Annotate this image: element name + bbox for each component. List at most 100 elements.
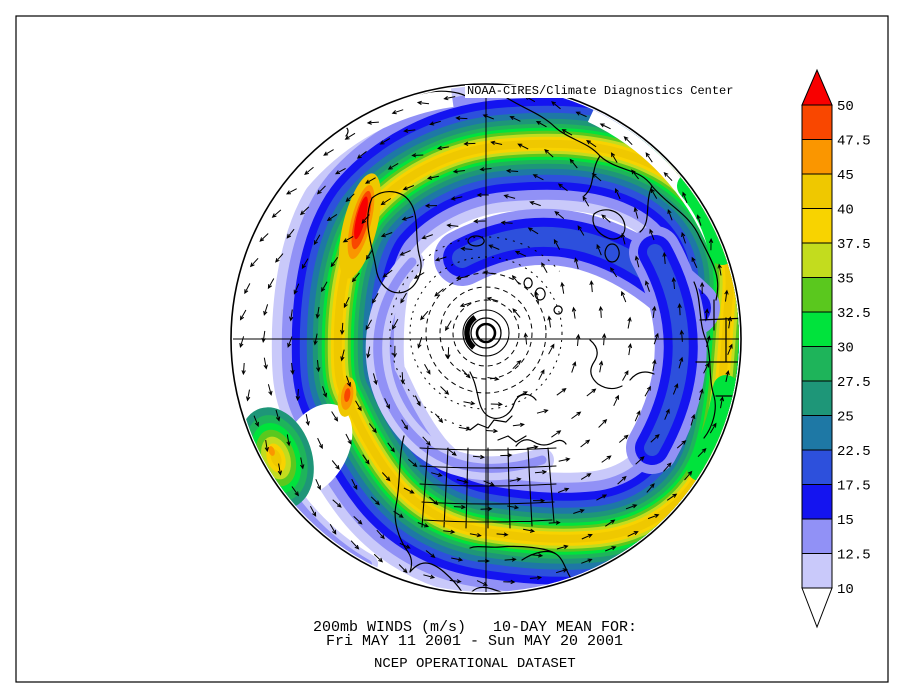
wind-arrow [463, 141, 476, 146]
wind-arrow [434, 288, 444, 297]
wind-arrow [681, 231, 686, 244]
wind-arrow [725, 369, 730, 383]
wind-arrow [511, 275, 520, 285]
wind-arrow [402, 185, 415, 191]
wind-arrow [620, 232, 626, 245]
wind-arrow [267, 384, 273, 396]
wind-arrow [343, 296, 350, 309]
wind-arrow [450, 196, 463, 201]
wind-arrow [582, 195, 590, 207]
wind-arrow [469, 532, 482, 538]
wind-arrow [461, 369, 471, 379]
wind-arrow [556, 388, 567, 396]
wind-arrow [345, 433, 352, 445]
wind-arrow [699, 281, 705, 295]
wind-arrow [299, 206, 310, 216]
wind-arrow [351, 478, 358, 491]
wind-arrow [362, 454, 370, 465]
wind-arrow [365, 249, 373, 260]
wind-arrow [496, 532, 509, 537]
wind-arrow [571, 411, 582, 420]
wind-arrow [548, 520, 561, 525]
wind-arrow [488, 244, 500, 250]
wind-arrow [662, 251, 667, 264]
wind-arrow [677, 303, 682, 316]
wind-arrow [598, 418, 608, 428]
wind-arrow [446, 347, 451, 360]
wind-arrow [666, 493, 678, 501]
wind-arrow [413, 272, 425, 279]
wind-arrow [487, 376, 500, 381]
attribution-text: NOAA-CIRES/Climate Diagnostics Center [465, 84, 736, 98]
wind-arrow [249, 257, 259, 268]
wind-arrow [645, 152, 653, 163]
calm-arc-upper-left [233, 86, 454, 310]
wind-arrow [286, 188, 297, 195]
wind-arrow [571, 361, 577, 373]
wind-arrow [610, 266, 618, 278]
wind-arrow [509, 116, 521, 122]
wind-arrow [340, 322, 345, 336]
wind-arrow [364, 177, 376, 184]
wind-arrow [523, 528, 536, 533]
coast-north-america-west [394, 435, 467, 592]
wind-arrow [372, 373, 378, 386]
wind-arrow [384, 398, 390, 410]
wind-arrow [625, 504, 638, 510]
wind-arrow [667, 208, 673, 221]
wind-arrow [241, 362, 246, 376]
wind-arrow [316, 360, 321, 373]
wind-arrow [486, 296, 499, 302]
wind-arrow [527, 227, 539, 235]
wind-arrow [610, 152, 618, 163]
colorbar-segment-32.5-35 [801, 277, 833, 313]
wind-arrow [420, 310, 429, 321]
colorbar-tick-label: 12.5 [837, 548, 871, 564]
wind-arrow [443, 96, 456, 101]
wind-arrow [634, 410, 641, 422]
wind-arrow [627, 531, 639, 537]
wind-arrow [398, 564, 408, 574]
wind-arrow [571, 306, 577, 319]
wind-arrow [434, 413, 444, 424]
wind-arrow [305, 414, 310, 427]
wind-arrow [717, 263, 722, 276]
wind-arrow [649, 228, 655, 241]
arctic-islands [523, 277, 563, 315]
wind-arrow [244, 283, 251, 295]
colorbar-tick-label: 50 [837, 99, 854, 115]
wind-arrow [557, 487, 570, 493]
colorbar-tick-label: 17.5 [837, 479, 871, 495]
wind-arrow [663, 462, 672, 472]
wind-arrow [459, 302, 472, 308]
wind-arrow [512, 422, 525, 428]
canada-lakes-squiggles [469, 415, 527, 443]
wind-arrow [373, 553, 384, 563]
wind-arrow [446, 223, 459, 228]
wind-arrow [342, 235, 354, 243]
wind-arrow [451, 557, 464, 562]
colorbar-tick-label: 37.5 [837, 237, 871, 253]
wind-arrow [239, 336, 245, 348]
colorbar-segment-22.5-25 [801, 415, 833, 451]
colorbar-segment-35-37.5 [801, 242, 833, 278]
wind-arrow [556, 544, 569, 550]
wind-arrow [422, 436, 431, 446]
wind-arrow [719, 396, 725, 409]
colorbar-segment-17.5-22.5 [801, 449, 833, 485]
wind-arrow [425, 550, 436, 559]
wind-arrow [558, 457, 571, 462]
wind-arrow [455, 116, 468, 121]
wind-arrow [429, 496, 439, 506]
wind-vector-arrows [239, 92, 733, 586]
wind-arrow [635, 456, 645, 465]
wind-arrow [259, 233, 269, 242]
wind-arrow [684, 470, 693, 481]
wind-arrow [627, 316, 632, 329]
colorbar-segment-25-27.5 [801, 380, 833, 416]
colorbar-tick-label: 10 [837, 582, 854, 598]
wind-arrow [703, 362, 709, 374]
wind-arrow [601, 214, 611, 223]
wind-arrow [403, 128, 416, 133]
wind-arrow [353, 516, 363, 525]
